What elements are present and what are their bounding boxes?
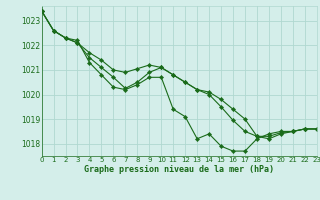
X-axis label: Graphe pression niveau de la mer (hPa): Graphe pression niveau de la mer (hPa) [84, 165, 274, 174]
